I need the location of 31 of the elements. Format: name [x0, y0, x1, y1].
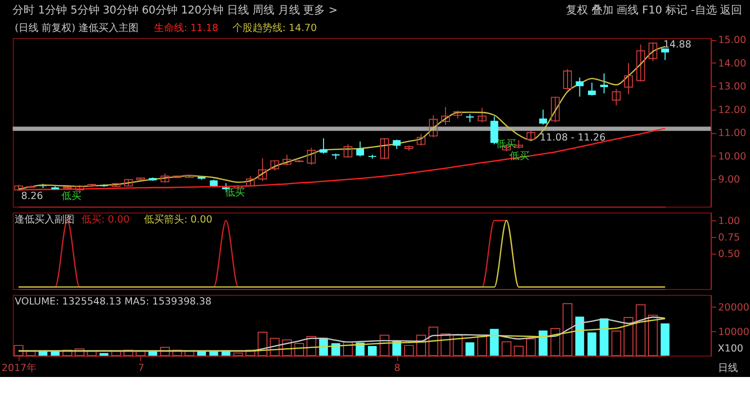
chart-title: (日线 前复权) 逢低买入主图 — [14, 22, 139, 34]
x-tick-label: 2017年 — [2, 362, 37, 374]
y-tick-label: 15.00 — [718, 35, 746, 46]
y-tick-label: 0.50 — [718, 249, 740, 260]
y-tick-label: 9.00 — [718, 174, 740, 186]
band-label: 11.08 - 11.26 — [540, 132, 606, 144]
text: X100 — [718, 343, 744, 354]
y-tick-label: 10.00 — [718, 151, 746, 162]
y-tick-label: 1.00 — [718, 216, 740, 227]
chart-title: VOLUME: 1325548.13 MA5: 1539398.38 — [14, 296, 212, 308]
text: 生命线: 11.18 — [154, 22, 218, 34]
y-tick-label: 10000 — [718, 326, 750, 338]
text: 复权 叠加 画线 F10 标记 -自选 返回 — [566, 4, 742, 16]
annotation: 低买 — [224, 187, 245, 198]
text: 日线 — [718, 362, 738, 374]
text: 低买箭头: 0.00 — [144, 213, 212, 226]
y-tick-label: 12.00 — [718, 104, 746, 116]
y-tick-label: 13.00 — [718, 82, 746, 93]
text: 个股趋势线: 14.70 — [232, 22, 317, 34]
chart-title: 逢低买入副图 — [14, 213, 75, 226]
y-tick-label: 0.75 — [718, 232, 740, 244]
annotation: 低买 — [62, 190, 82, 202]
text: 分时 1分钟 5分钟 30分钟 60分钟 120分钟 日线 周线 月线 更多 > — [12, 4, 338, 16]
x-tick-label: 8 — [394, 362, 400, 374]
x-tick-label: 7 — [138, 362, 144, 374]
y-tick-label: 20000 — [718, 302, 750, 314]
y-tick-label: 11.00 — [718, 128, 746, 140]
annotation: 8.26 — [21, 190, 43, 202]
y-tick-label: 14.00 — [718, 58, 746, 70]
annotation: 14.88 — [663, 40, 692, 51]
series-label: 低买: 0.00 — [81, 214, 130, 226]
